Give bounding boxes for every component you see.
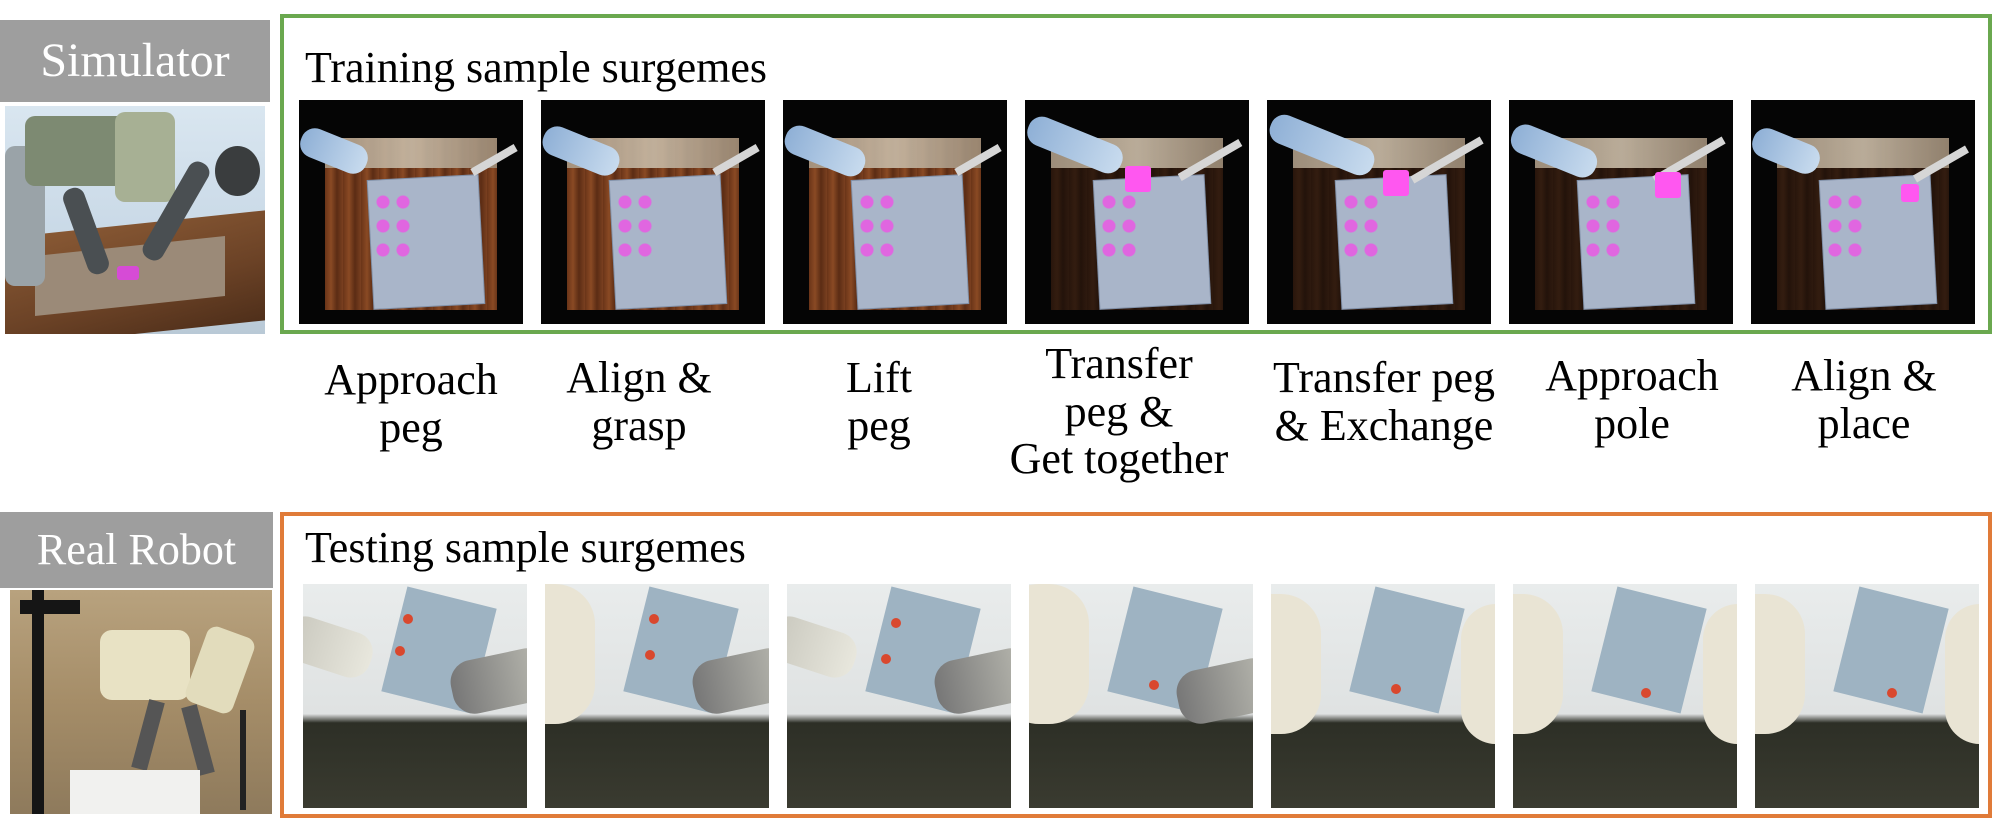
testing-image-align-place — [1755, 584, 1979, 808]
training-image-transfer-exchange — [1267, 100, 1491, 324]
caption-align-grasp: Align & grasp — [566, 353, 712, 450]
training-image-align-grasp — [541, 100, 765, 324]
testing-image-transfer-exchange — [1271, 584, 1495, 808]
caption-align-place: Align & place — [1791, 351, 1937, 448]
training-image-lift-peg — [783, 100, 1007, 324]
testing-image-approach-pole — [1513, 584, 1737, 808]
training-title: Training sample surgemes — [305, 43, 767, 92]
caption-transfer-exchange: Transfer peg & Exchange — [1273, 353, 1495, 450]
testing-image-transfer-get-together — [1029, 584, 1253, 808]
training-image-approach-pole — [1509, 100, 1733, 324]
testing-image-lift-peg — [787, 584, 1011, 808]
simulator-robot-image — [5, 106, 265, 334]
caption-approach-pole: Approach pole — [1545, 351, 1719, 448]
caption-transfer-get-together: Transfer peg & Get together — [1009, 339, 1229, 484]
training-image-approach-peg — [299, 100, 523, 324]
real-robot-image — [10, 590, 272, 814]
training-image-transfer-get-together — [1025, 100, 1249, 324]
real-robot-label: Real Robot — [0, 512, 273, 588]
training-frame — [280, 14, 1992, 334]
testing-image-approach-peg — [303, 584, 527, 808]
caption-lift-peg: Lift peg — [846, 353, 912, 450]
caption-approach-peg: Approach peg — [324, 355, 498, 452]
testing-title: Testing sample surgemes — [305, 523, 746, 572]
simulator-label: Simulator — [0, 20, 270, 102]
training-image-align-place — [1751, 100, 1975, 324]
testing-frame — [280, 512, 1992, 818]
testing-image-align-grasp — [545, 584, 769, 808]
